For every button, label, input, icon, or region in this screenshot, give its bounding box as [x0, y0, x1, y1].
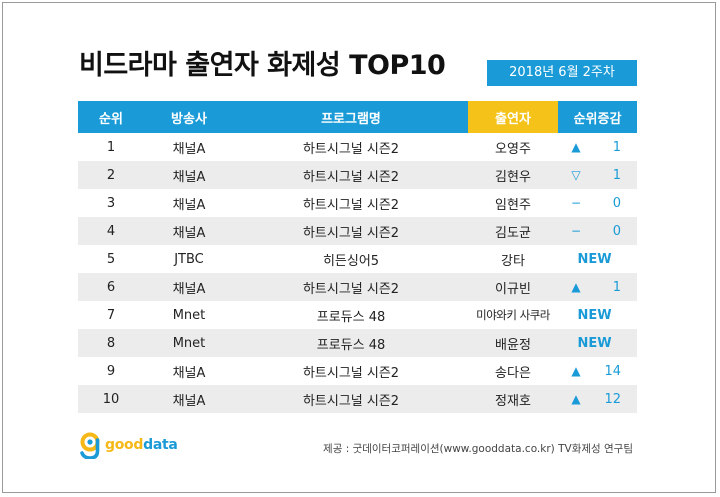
change-direction-icon: ▲: [571, 280, 581, 294]
page-title: 비드라마 출연자 화제성 TOP10: [79, 50, 446, 81]
cell-change: ▲ 1: [558, 133, 637, 161]
logo-good-text: good: [105, 437, 144, 453]
cell-program: 하트시그널 시즌2: [302, 197, 400, 213]
cell-program: 프로듀스 48: [316, 309, 386, 325]
cell-change: −0: [558, 189, 637, 217]
cell-change: NEW: [558, 301, 637, 329]
change-direction-icon: ▲: [571, 140, 581, 154]
cell-rank: 5: [106, 251, 116, 267]
table-row: 4 채널A 하트시그널 시즌2 김도균 −0: [78, 217, 637, 245]
cell-cast: 이규빈: [495, 281, 531, 297]
cell-cast: 김도균: [495, 225, 531, 241]
cell-program: 하트시그널 시즌2: [302, 393, 400, 409]
cell-change: ▲ 14: [558, 357, 637, 385]
cell-channel: Mnet: [172, 335, 206, 351]
cell-change: NEW: [558, 245, 637, 273]
table-body: 1 채널A 하트시그널 시즌2 오영주 ▲ 1 2 채널A 하트시그널 시즌2 김현우 ▽ 1 3 채널A…: [78, 133, 637, 413]
table-header: 순위 방송사 프로그램명 출연자 순위증감: [78, 101, 637, 133]
cell-channel: 채널A: [172, 281, 206, 297]
table-row: 10 채널A 하트시그널 시즌2 정재호 ▲ 12: [78, 385, 637, 413]
table-row: 1 채널A 하트시그널 시즌2 오영주 ▲ 1: [78, 133, 637, 161]
table-row: 3 채널A 하트시그널 시즌2 임현주 −0: [78, 189, 637, 217]
cell-change: ▽ 1: [558, 161, 637, 189]
ranking-table: 순위 방송사 프로그램명 출연자 순위증감 1 채널A 하트시그널 시즌2 오영주 ▲ 1…: [78, 101, 637, 413]
change-new-label: NEW: [577, 307, 612, 323]
cell-cast: 임현주: [495, 197, 531, 213]
change-new-label: NEW: [577, 251, 612, 267]
table-row: 5 JTBC 히든싱어5 강타 NEW: [78, 245, 637, 273]
cell-change: −0: [558, 217, 637, 245]
cell-rank: 2: [106, 167, 116, 183]
infographic-frame: 비드라마 출연자 화제성 TOP10 2018년 6월 2주차 순위 방송사 프…: [2, 2, 716, 493]
cell-rank: 6: [106, 279, 116, 295]
header-change: 순위증감: [558, 101, 637, 133]
cell-cast: 정재호: [495, 393, 531, 409]
cell-channel: 채널A: [172, 169, 206, 185]
cell-program: 하트시그널 시즌2: [302, 169, 400, 185]
cell-program: 하트시그널 시즌2: [302, 225, 400, 241]
table-row: 6 채널A 하트시그널 시즌2 이규빈 ▲ 1: [78, 273, 637, 301]
cell-rank: 3: [106, 195, 116, 211]
cell-channel: 채널A: [172, 141, 206, 157]
change-direction-icon: −: [570, 224, 582, 238]
gooddata-logo: gooddata: [80, 431, 178, 459]
cell-cast: 강타: [501, 253, 525, 269]
cell-channel: 채널A: [172, 197, 206, 213]
change-value: 1: [612, 139, 621, 155]
cell-program: 프로듀스 48: [316, 337, 386, 353]
logo-data-text: data: [143, 437, 178, 453]
table-row: 7 Mnet 프로듀스 48 미야와키 사쿠라 NEW: [78, 301, 637, 329]
change-value: 1: [612, 279, 621, 295]
cell-change: ▲ 12: [558, 385, 637, 413]
change-value: 1: [612, 167, 621, 183]
header-cast: 출연자: [468, 101, 558, 133]
cell-rank: 10: [102, 391, 120, 407]
table-row: 8 Mnet 프로듀스 48 배윤정 NEW: [78, 329, 637, 357]
cell-cast: 미야와키 사쿠라: [476, 308, 550, 322]
gooddata-logo-icon: [80, 432, 100, 459]
cell-channel: Mnet: [172, 307, 206, 323]
cell-rank: 1: [106, 139, 116, 155]
change-new-label: NEW: [577, 335, 612, 351]
change-direction-icon: −: [570, 196, 582, 210]
change-direction-icon: ▽: [571, 168, 581, 182]
cell-rank: 9: [106, 363, 116, 379]
change-value: 0: [612, 195, 621, 211]
week-badge: 2018년 6월 2주차: [487, 60, 637, 86]
cell-channel: 채널A: [172, 225, 206, 241]
header-rank: 순위: [78, 101, 144, 133]
source-credit: 제공 : 굿데이터코퍼레이션(www.gooddata.co.kr) TV화제성…: [323, 443, 633, 455]
cell-rank: 8: [106, 335, 116, 351]
change-value: 0: [612, 223, 621, 239]
table-row: 2 채널A 하트시그널 시즌2 김현우 ▽ 1: [78, 161, 637, 189]
change-direction-icon: ▲: [571, 392, 581, 406]
cell-rank: 4: [106, 223, 116, 239]
cell-program: 히든싱어5: [322, 253, 380, 269]
cell-cast: 김현우: [495, 169, 531, 185]
cell-rank: 7: [106, 307, 116, 323]
cell-cast: 배윤정: [495, 337, 531, 353]
logo-wordmark: gooddata: [105, 437, 178, 453]
header-channel: 방송사: [144, 101, 234, 133]
cell-change: ▲ 1: [558, 273, 637, 301]
cell-program: 하트시그널 시즌2: [302, 281, 400, 297]
change-direction-icon: ▲: [571, 364, 581, 378]
cell-channel: 채널A: [172, 365, 206, 381]
cell-channel: JTBC: [174, 251, 204, 267]
cell-program: 하트시그널 시즌2: [302, 141, 400, 157]
header-program: 프로그램명: [234, 101, 468, 133]
table-row: 9 채널A 하트시그널 시즌2 송다은 ▲ 14: [78, 357, 637, 385]
cell-cast: 송다은: [495, 365, 531, 381]
cell-channel: 채널A: [172, 393, 206, 409]
cell-cast: 오영주: [495, 141, 531, 157]
change-value: 14: [604, 363, 621, 379]
cell-change: NEW: [558, 329, 637, 357]
cell-program: 하트시그널 시즌2: [302, 365, 400, 381]
change-value: 12: [604, 391, 621, 407]
